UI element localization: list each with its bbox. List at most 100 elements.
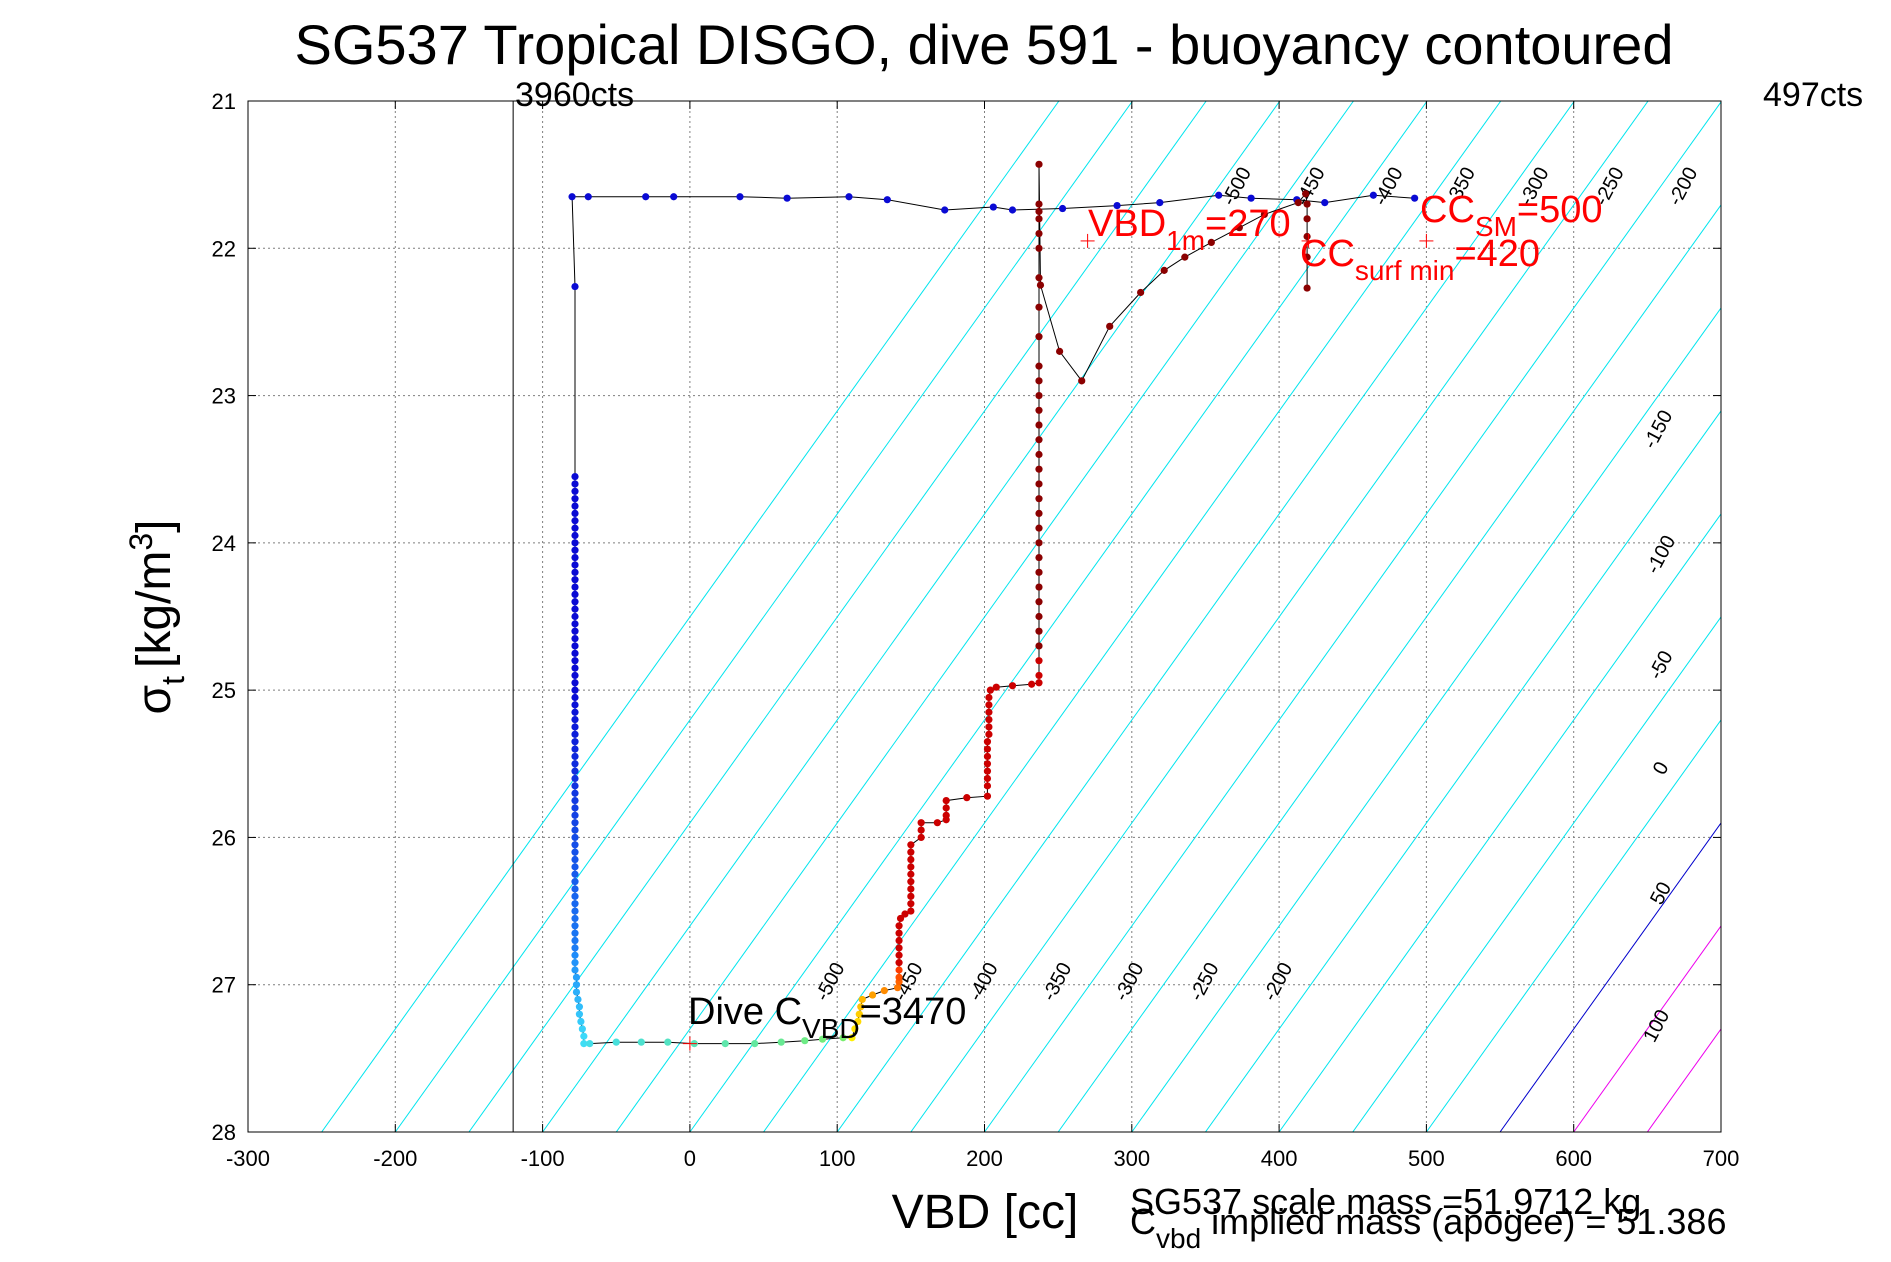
climb-point	[907, 885, 915, 893]
climb-point	[895, 929, 903, 937]
climb-point	[895, 951, 903, 959]
dive-point	[670, 193, 678, 201]
climb-point	[1035, 495, 1043, 503]
climb-point	[983, 792, 992, 800]
climb-point	[942, 797, 950, 805]
dive-cvbd-sub: VBD	[802, 1013, 860, 1044]
dive-point	[571, 495, 579, 503]
dive-point	[571, 922, 579, 930]
dive-point	[571, 583, 579, 591]
climb-point	[1035, 244, 1043, 252]
climb-point	[895, 973, 903, 981]
dive-point	[845, 193, 853, 201]
climb-point	[1035, 671, 1043, 680]
dive-cvbd-pre: Dive C	[688, 991, 802, 1033]
climb-point	[1056, 347, 1064, 355]
cc-sm-sub: SM	[1475, 211, 1517, 242]
contour-line	[468, 101, 1207, 1132]
dive-point	[571, 760, 579, 768]
dive-point	[571, 649, 579, 657]
y-tick-label: 21	[212, 89, 236, 114]
dive-point	[571, 553, 579, 562]
x-tick-label: -100	[521, 1146, 565, 1171]
climb-point	[917, 826, 925, 834]
dive-point	[1321, 199, 1329, 207]
climb-point	[942, 811, 950, 819]
dive-point	[1008, 206, 1017, 214]
x-tick-label: 200	[966, 1146, 1003, 1171]
implied-mass-post: implied mass (apogee) = 51.386	[1201, 1201, 1726, 1242]
dive-point	[571, 634, 579, 643]
dive-point	[1411, 194, 1419, 202]
dive-point	[574, 995, 582, 1004]
cc-surf-min-post: =420	[1454, 233, 1540, 275]
dive-point	[571, 914, 579, 923]
climb-point	[985, 708, 993, 716]
dive-point	[571, 738, 579, 746]
y-axis-label-units: [kg/m	[128, 551, 181, 668]
dive-point	[571, 568, 579, 576]
dive-point	[571, 642, 579, 650]
climb-point	[857, 1003, 865, 1011]
dive-point	[571, 664, 579, 672]
climb-point	[901, 910, 909, 918]
dive-point	[571, 605, 579, 613]
climb-point	[1235, 224, 1243, 232]
climb-point	[985, 723, 993, 731]
climb-point	[851, 1025, 859, 1033]
chart-title: SG537 Tropical DISGO, dive 591 - buoyanc…	[295, 13, 1674, 76]
dive-point	[571, 745, 579, 753]
climb-point	[1035, 421, 1043, 429]
climb-point	[1035, 568, 1043, 576]
x-tick-label: 400	[1261, 1146, 1298, 1171]
dive-point	[1058, 204, 1067, 213]
contour-line	[1352, 616, 1721, 1132]
x-tick-label: -300	[226, 1146, 270, 1171]
climb-point	[1160, 266, 1168, 274]
dive-point	[571, 627, 579, 635]
climb-point	[983, 767, 992, 775]
contour-label: -250	[1185, 959, 1223, 1005]
dive-point	[571, 701, 579, 709]
climb-point	[1035, 215, 1043, 223]
y-axis-label-units-sup: 3	[123, 533, 159, 551]
contour-line	[1499, 822, 1721, 1132]
climb-point	[907, 863, 915, 871]
climb-point	[1303, 253, 1311, 261]
cts-right-label: 497cts	[1763, 76, 1863, 114]
dive-point	[571, 951, 579, 959]
climb-point	[986, 686, 994, 694]
climb-point	[992, 683, 1000, 691]
climb-point	[895, 936, 903, 945]
dive-point	[637, 1038, 645, 1046]
climb-point	[854, 1017, 862, 1026]
climb-point	[1035, 657, 1043, 665]
climb-point	[855, 1010, 863, 1018]
climb-point	[907, 907, 915, 915]
dive-point	[571, 936, 579, 945]
dive-point	[1156, 199, 1164, 207]
dive-point	[571, 531, 579, 540]
dive-point	[571, 944, 579, 952]
dive-point	[572, 973, 581, 981]
climb-point	[1035, 391, 1043, 400]
dive-point	[572, 988, 581, 996]
dive-point	[571, 657, 579, 665]
cc-sm-pre: CC	[1420, 189, 1475, 231]
dive-point	[1113, 201, 1121, 210]
x-tick-label: 0	[684, 1146, 696, 1171]
dive-point	[571, 723, 579, 731]
dive-point	[839, 1034, 847, 1042]
climb-point	[1181, 253, 1189, 261]
dive-point	[571, 480, 579, 488]
dive-point	[571, 282, 579, 291]
dive-point	[721, 1040, 729, 1048]
climb-point	[1035, 642, 1043, 650]
climb-point	[907, 855, 915, 864]
dive-point	[883, 196, 891, 204]
dive-point	[571, 472, 579, 481]
vbd-1m-sub: 1m	[1166, 225, 1205, 256]
dive-point	[571, 752, 579, 761]
y-tick-label: 26	[212, 825, 236, 850]
contour-line	[394, 101, 1133, 1132]
